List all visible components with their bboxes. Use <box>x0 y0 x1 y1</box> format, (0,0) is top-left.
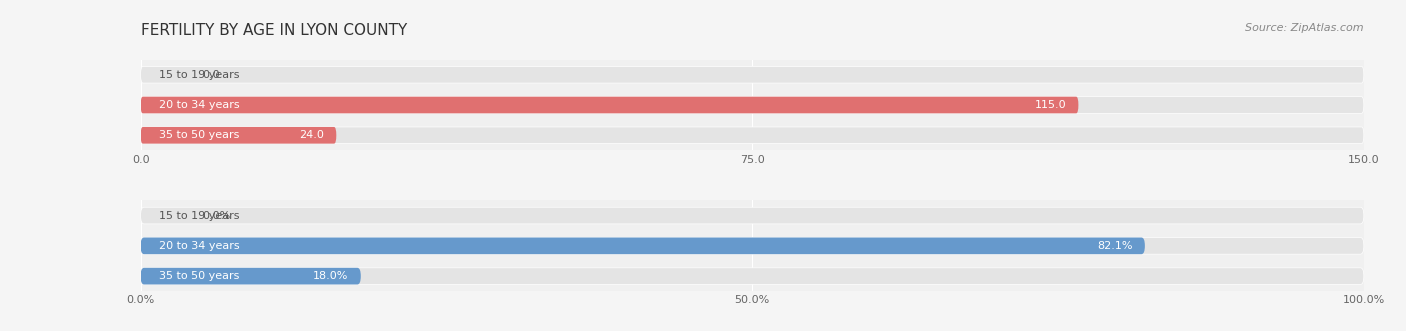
FancyBboxPatch shape <box>141 127 336 144</box>
FancyBboxPatch shape <box>141 67 1364 83</box>
Text: 20 to 34 years: 20 to 34 years <box>159 241 239 251</box>
Text: 18.0%: 18.0% <box>314 271 349 281</box>
Text: 82.1%: 82.1% <box>1097 241 1133 251</box>
FancyBboxPatch shape <box>141 97 1078 113</box>
FancyBboxPatch shape <box>141 268 1364 284</box>
Text: 0.0: 0.0 <box>202 70 219 80</box>
FancyBboxPatch shape <box>141 268 361 284</box>
FancyBboxPatch shape <box>141 127 1364 144</box>
Text: 35 to 50 years: 35 to 50 years <box>159 130 239 140</box>
Text: 35 to 50 years: 35 to 50 years <box>159 271 239 281</box>
Text: 0.0%: 0.0% <box>202 211 231 220</box>
FancyBboxPatch shape <box>141 207 1364 224</box>
Text: 15 to 19 years: 15 to 19 years <box>159 211 239 220</box>
Text: 20 to 34 years: 20 to 34 years <box>159 100 239 110</box>
Text: 24.0: 24.0 <box>299 130 323 140</box>
FancyBboxPatch shape <box>141 97 1364 113</box>
FancyBboxPatch shape <box>141 238 1364 254</box>
Text: 15 to 19 years: 15 to 19 years <box>159 70 239 80</box>
Text: FERTILITY BY AGE IN LYON COUNTY: FERTILITY BY AGE IN LYON COUNTY <box>141 23 406 38</box>
FancyBboxPatch shape <box>141 238 1144 254</box>
Text: Source: ZipAtlas.com: Source: ZipAtlas.com <box>1246 23 1364 33</box>
Text: 115.0: 115.0 <box>1035 100 1066 110</box>
